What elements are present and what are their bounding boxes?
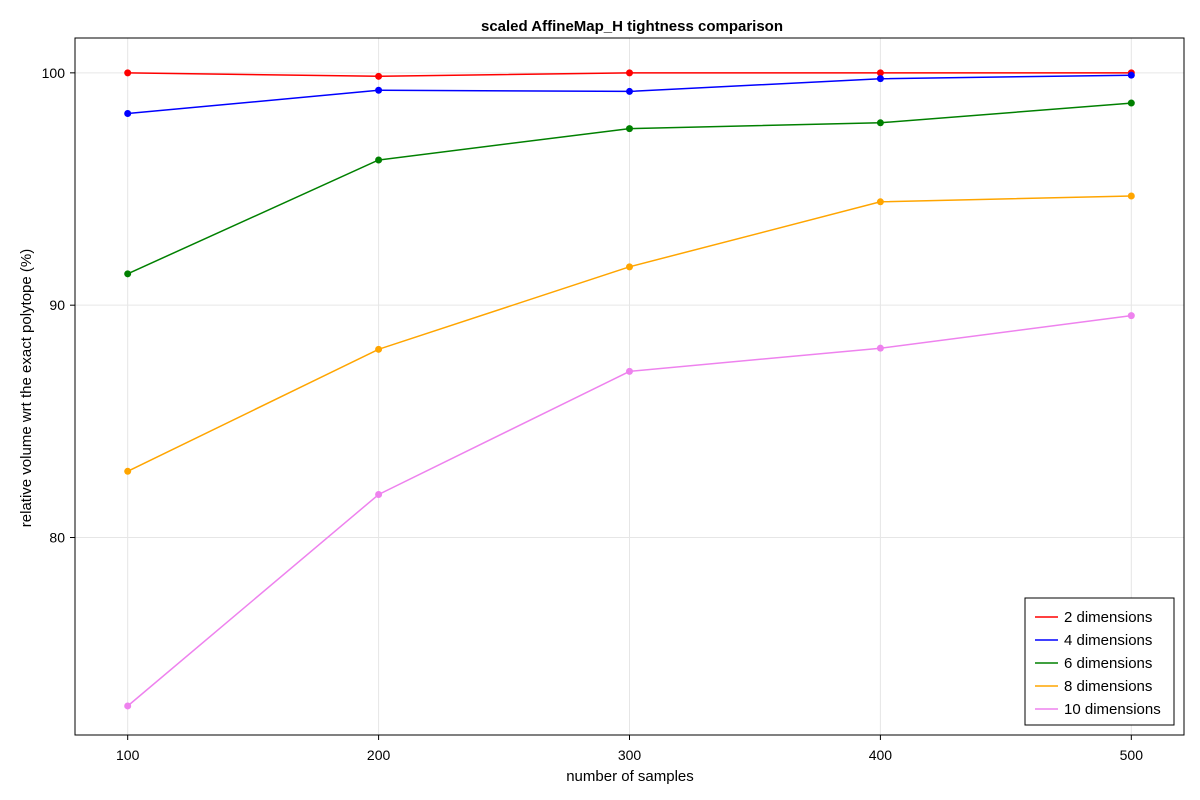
x-tick-label: 100 <box>116 747 140 763</box>
data-point <box>626 87 633 95</box>
series-4-dimensions <box>124 71 1135 118</box>
series-6-dimensions <box>124 99 1135 278</box>
grid-lines <box>75 38 1184 735</box>
data-point <box>124 467 132 475</box>
legend-item: 4 dimensions <box>1035 632 1152 649</box>
legend-label: 4 dimensions <box>1064 632 1152 649</box>
legend: 2 dimensions 4 dimensions 6 dimensions 8 di… <box>1024 597 1175 726</box>
x-tick-label: 200 <box>367 747 391 763</box>
data-point <box>375 345 383 353</box>
legend-label: 6 dimensions <box>1064 655 1152 672</box>
data-point <box>626 125 633 133</box>
data-point <box>375 86 383 94</box>
data-point <box>1127 312 1135 320</box>
data-point <box>876 198 884 206</box>
data-point <box>124 69 132 77</box>
legend-item: 8 dimensions <box>1035 678 1152 695</box>
legend-label: 8 dimensions <box>1064 678 1152 695</box>
series-2-dimensions <box>124 69 1135 80</box>
data-point <box>626 69 633 77</box>
data-point <box>124 270 132 278</box>
legend-item: 6 dimensions <box>1035 655 1152 672</box>
legend-label: 2 dimensions <box>1064 609 1152 626</box>
legend-box <box>1024 597 1175 726</box>
data-point <box>375 72 383 80</box>
data-point <box>1127 99 1135 107</box>
y-tick-label: 90 <box>49 297 65 313</box>
y-axis-label: relative volume wrt the exact polytope (… <box>18 249 35 527</box>
series-layer <box>124 69 1135 710</box>
legend-label: 10 dimensions <box>1064 701 1161 718</box>
data-point <box>124 702 132 710</box>
data-point <box>1127 71 1135 79</box>
data-point <box>876 344 884 352</box>
data-point <box>876 69 884 77</box>
series-10-dimensions <box>124 312 1135 710</box>
data-point <box>124 110 132 118</box>
legend-item: 2 dimensions <box>1035 609 1152 626</box>
data-point <box>375 491 383 499</box>
series-8-dimensions <box>124 192 1135 475</box>
data-point <box>1127 192 1135 200</box>
data-point <box>626 263 633 271</box>
axis-ticks: 100 200 300 400 500 80 90 100 <box>42 65 1144 763</box>
data-point <box>375 156 383 164</box>
x-tick-label: 300 <box>618 747 642 763</box>
data-point <box>876 119 884 127</box>
y-tick-label: 80 <box>49 530 65 546</box>
data-point <box>626 367 633 375</box>
y-tick-label: 100 <box>42 65 66 81</box>
legend-item: 10 dimensions <box>1035 701 1161 718</box>
x-tick-label: 400 <box>869 747 893 763</box>
x-tick-label: 500 <box>1120 747 1144 763</box>
data-point <box>876 75 884 83</box>
chart-title: scaled AffineMap_H tightness comparison <box>481 18 783 35</box>
x-axis-label: number of samples <box>566 768 694 785</box>
